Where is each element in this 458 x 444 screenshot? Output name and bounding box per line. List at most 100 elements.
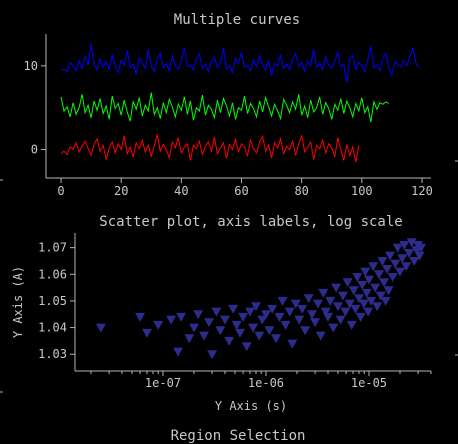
- scatter-point: [395, 267, 405, 277]
- y-tick-label: 1.06: [38, 267, 67, 281]
- y-tick-label: 1.07: [38, 241, 67, 255]
- scatter-point: [335, 315, 346, 325]
- scatter-point: [315, 331, 326, 341]
- scatter-point: [264, 326, 275, 336]
- scatter-point: [280, 320, 291, 330]
- scatter-point: [135, 312, 146, 322]
- region-selection-title: Region Selection: [171, 428, 306, 444]
- y-axis-label: Y Axis (A): [11, 266, 25, 338]
- y-tick-label: 0: [31, 143, 38, 157]
- series-line-1: [60, 43, 420, 83]
- scatter-point: [380, 296, 391, 306]
- scatter-point: [261, 310, 271, 320]
- scatter-point: [397, 254, 408, 264]
- x-tick-label: 20: [114, 184, 128, 198]
- scatter-point: [390, 259, 401, 269]
- x-tick-label: 80: [294, 184, 308, 198]
- scatter-point: [325, 296, 336, 306]
- scatter-point: [211, 307, 222, 317]
- scatter-point: [416, 243, 426, 253]
- scatter-point: [307, 310, 317, 320]
- scatter-point: [297, 304, 308, 314]
- scatter-point: [360, 267, 371, 277]
- scatter-point: [361, 288, 372, 298]
- scatter-point: [354, 294, 364, 304]
- scatter-point: [375, 291, 386, 301]
- scatter-point: [374, 270, 384, 280]
- scatter-point: [364, 275, 374, 285]
- scatter-point: [379, 278, 389, 288]
- scatter-point: [271, 334, 281, 344]
- scatter-point: [404, 249, 415, 258]
- scatter-point: [328, 323, 339, 333]
- scatter-point: [173, 347, 183, 357]
- scatter-point: [300, 326, 311, 336]
- scatter-point: [245, 307, 255, 317]
- y-tick-label: 1.03: [38, 347, 67, 361]
- x-tick-label: 1e-07: [145, 376, 181, 390]
- scatter-point: [401, 262, 412, 272]
- x-tick-label: 120: [411, 184, 433, 198]
- scatter-point: [383, 286, 394, 296]
- scatter-point: [235, 328, 245, 338]
- scatter-point: [204, 318, 214, 328]
- x-tick-label: 100: [351, 184, 373, 198]
- scatter-point: [142, 328, 152, 338]
- scatter-point: [392, 243, 403, 253]
- scatter-point: [313, 299, 323, 309]
- scatter-point: [318, 288, 329, 298]
- scatter-point: [331, 283, 342, 293]
- scatter-point: [372, 302, 383, 312]
- scatter-point: [267, 304, 278, 314]
- x-tick-label: 60: [234, 184, 248, 198]
- scatter-point: [153, 320, 164, 330]
- scatter-point: [363, 307, 374, 317]
- y-tick-label: 1.04: [38, 321, 67, 335]
- scatter-point: [377, 257, 388, 266]
- scatter-point: [382, 265, 393, 274]
- scatter-point: [166, 315, 177, 325]
- x-tick-label: 40: [174, 184, 188, 198]
- scatter-point: [284, 307, 295, 317]
- scatter-point: [228, 304, 239, 314]
- x-tick-label: 1e-05: [351, 376, 387, 390]
- scatter-point: [189, 323, 199, 333]
- scatter-point: [323, 312, 333, 322]
- scatter-point: [224, 336, 235, 346]
- scatter-point: [358, 299, 369, 309]
- scatter-point: [340, 307, 351, 317]
- scatter-point: [414, 251, 425, 261]
- scatter-point: [385, 251, 395, 261]
- scatter-point: [399, 241, 410, 250]
- series-line-3: [60, 134, 360, 163]
- scatter-point: [357, 280, 368, 290]
- scatter-point: [342, 278, 353, 288]
- scatter-point: [387, 273, 398, 282]
- scatter-point: [220, 315, 230, 325]
- scatter-point: [333, 302, 343, 312]
- scatter-point: [215, 326, 226, 336]
- scatter-point: [303, 294, 314, 304]
- scatter-point: [344, 299, 355, 309]
- scatter-point: [366, 296, 377, 306]
- x-tick-label: 0: [57, 184, 64, 198]
- scatter-point: [274, 312, 285, 322]
- scatter-point: [350, 304, 361, 314]
- scatter-point: [176, 312, 187, 322]
- chart-title: Multiple curves: [174, 12, 300, 28]
- x-tick-label: 1e-06: [248, 376, 284, 390]
- y-tick-label: 10: [24, 59, 38, 73]
- scatter-point: [241, 342, 252, 352]
- scatter-point: [294, 315, 305, 325]
- x-axis-label: Y Axis (s): [215, 399, 287, 413]
- scatter-point: [95, 323, 106, 333]
- scatter-point: [184, 334, 195, 344]
- scatter-point: [370, 283, 381, 293]
- scatter-point: [406, 238, 417, 248]
- scatter-point: [320, 307, 331, 317]
- y-tick-label: 1.05: [38, 294, 67, 308]
- scatter-point: [348, 286, 359, 296]
- scatter-point: [338, 291, 348, 301]
- scatter-point: [238, 312, 249, 322]
